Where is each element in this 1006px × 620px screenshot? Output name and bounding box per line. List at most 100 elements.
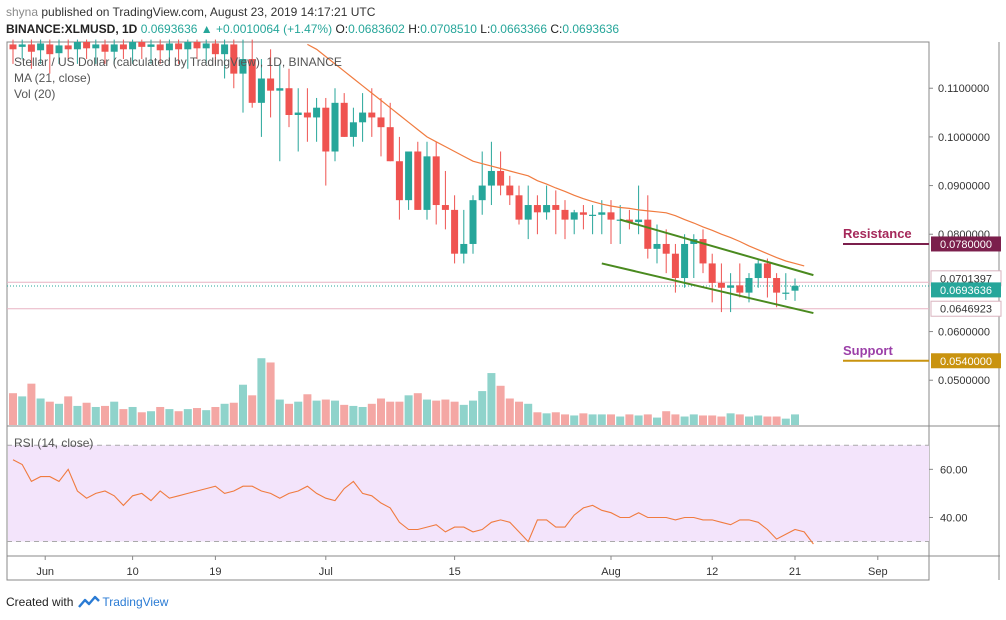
rsi-tick-label: 40.00 xyxy=(940,512,968,524)
candle-body xyxy=(506,185,514,196)
lower-level-badge-text: 0.0646923 xyxy=(940,304,992,316)
resistance-badge-text: 0.0780000 xyxy=(940,239,992,251)
created-with-text: Created with xyxy=(6,595,74,609)
candle-body xyxy=(193,42,201,49)
candle-body xyxy=(717,282,725,288)
legend: Stellar / US Dollar (calculated by Tradi… xyxy=(14,55,342,450)
volume-bar xyxy=(183,409,192,425)
close-key: C: xyxy=(550,22,563,36)
time-tick-label: Aug xyxy=(601,566,621,578)
close-value: 0.0693636 xyxy=(562,22,620,36)
candle-body xyxy=(147,44,155,47)
candle-body xyxy=(322,107,330,152)
price-tick-label: 0.0900000 xyxy=(938,181,990,193)
candle-body xyxy=(386,127,394,162)
volume-bar xyxy=(625,414,634,425)
support-badge-text: 0.0540000 xyxy=(940,356,992,368)
volume-bar xyxy=(312,400,321,425)
support-label: Support xyxy=(843,343,893,358)
candle-body xyxy=(598,212,606,215)
volume-bar xyxy=(193,408,201,425)
volume-bar xyxy=(505,398,514,425)
channel-upper-line xyxy=(619,218,814,277)
volume-bar xyxy=(404,395,413,425)
candle-body xyxy=(671,253,679,279)
candle-body xyxy=(211,43,219,55)
volume-bar xyxy=(36,398,45,425)
candle-body xyxy=(184,42,192,50)
volume-bar xyxy=(551,412,560,425)
current-price-badge-text: 0.0693636 xyxy=(940,285,992,297)
volume-bar xyxy=(662,411,671,425)
volume-bar xyxy=(248,395,257,425)
annotations: Resistance Support xyxy=(843,226,912,358)
price-tick-label: 0.1000000 xyxy=(938,132,990,144)
candle-body xyxy=(18,44,26,47)
open-key: O: xyxy=(335,22,349,36)
volume-bar xyxy=(791,414,799,425)
volume-bar xyxy=(579,413,588,425)
up-arrow-icon: ▲ xyxy=(200,22,213,36)
volume-bar xyxy=(643,414,652,425)
upper-level-badge-text: 0.0701397 xyxy=(940,273,992,285)
volume-bar xyxy=(450,401,459,425)
volume-bar xyxy=(275,399,284,425)
time-tick-label: 12 xyxy=(706,566,718,578)
author-name[interactable]: shyna xyxy=(6,5,39,19)
volume-bar xyxy=(469,400,477,425)
open-value: 0.0683602 xyxy=(348,22,405,36)
volume-bar xyxy=(634,415,643,425)
price-tick-label: 0.0600000 xyxy=(938,327,990,339)
volume-bar xyxy=(597,414,606,425)
volume-bar xyxy=(91,406,100,425)
volume-bar xyxy=(487,373,496,425)
volume-bar xyxy=(413,393,422,425)
symbol-label[interactable]: BINANCE:XLMUSD, 1D xyxy=(6,22,138,36)
volume-bar xyxy=(294,401,303,425)
candle-body xyxy=(221,44,229,55)
tradingview-brand[interactable]: TradingView xyxy=(102,595,169,609)
legend-ma: MA (21, close) xyxy=(14,71,91,85)
candle-body xyxy=(395,161,403,201)
rsi-line xyxy=(12,459,814,545)
candle-body xyxy=(515,195,523,220)
volume-bar xyxy=(542,413,551,425)
candle-body xyxy=(773,278,781,293)
volume-bar xyxy=(119,409,128,425)
candle-body xyxy=(119,44,127,50)
volume-bar xyxy=(377,398,385,425)
candlesticks xyxy=(9,39,799,313)
candle-body xyxy=(267,78,275,91)
volume-bar xyxy=(349,405,358,425)
candle-body xyxy=(745,278,753,293)
volume-bar xyxy=(561,414,569,425)
time-tick-label: Jul xyxy=(319,566,333,578)
candle-body xyxy=(405,151,413,201)
volume-bar xyxy=(459,404,468,425)
volume-bar xyxy=(496,385,505,425)
candle-body xyxy=(239,59,247,74)
support-badge xyxy=(931,353,1001,369)
volume-bar xyxy=(101,405,109,425)
candle-body xyxy=(543,205,551,213)
legend-vol: Vol (20) xyxy=(14,87,55,101)
volume-bar xyxy=(73,405,82,425)
candle-body xyxy=(460,243,468,254)
volume-bar xyxy=(174,411,183,425)
volume-bar xyxy=(616,416,625,425)
current-price-badge xyxy=(931,282,1001,298)
candle-body xyxy=(349,122,357,137)
candle-body xyxy=(791,285,799,291)
volume-bar xyxy=(653,417,661,425)
candle-body xyxy=(101,44,109,52)
candle-body xyxy=(303,112,311,118)
volume-bar xyxy=(763,416,772,425)
volume-bar xyxy=(708,415,717,425)
candle-body xyxy=(727,285,735,288)
candle-body xyxy=(340,102,348,137)
candle-body xyxy=(92,44,100,49)
volume-bar xyxy=(331,400,339,425)
rsi-pane xyxy=(7,444,929,545)
time-tick-label: Jun xyxy=(36,566,54,578)
